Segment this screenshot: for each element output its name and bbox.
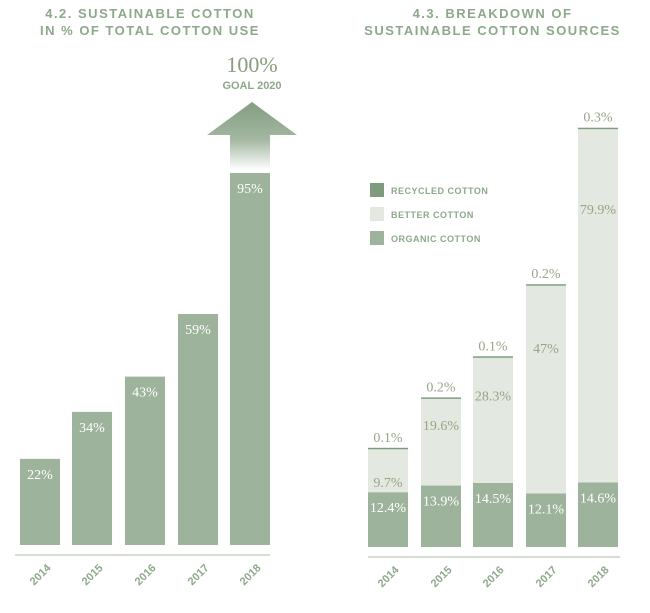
x-tick-label: 2014 bbox=[28, 562, 54, 588]
x-tick-label: 2018 bbox=[586, 564, 612, 590]
better-value-label: 9.7% bbox=[373, 476, 403, 491]
organic-value-label: 12.4% bbox=[370, 501, 407, 516]
bar-value-label: 59% bbox=[185, 323, 211, 338]
better-segment-2018 bbox=[578, 129, 618, 483]
recycled-value-label: 0.2% bbox=[426, 380, 456, 395]
x-tick-label: 2017 bbox=[534, 564, 560, 590]
bar-value-label: 34% bbox=[79, 421, 105, 436]
better-value-label: 19.6% bbox=[423, 419, 460, 434]
bar-value-label: 95% bbox=[237, 182, 263, 197]
bar-2014 bbox=[20, 458, 60, 545]
recycled-value-label: 0.3% bbox=[583, 111, 613, 126]
better-segment-2015 bbox=[421, 398, 461, 486]
title-line: IN % OF TOTAL COTTON USE bbox=[40, 23, 260, 38]
recycled-segment-2016 bbox=[473, 356, 513, 358]
recycled-segment-2015 bbox=[421, 397, 461, 399]
legend-label: ORGANIC COTTON bbox=[391, 234, 481, 244]
organic-segment-2014 bbox=[368, 492, 408, 547]
x-tick-label: 2015 bbox=[429, 564, 455, 590]
better-segment-2016 bbox=[473, 357, 513, 483]
legend-swatch bbox=[370, 231, 384, 245]
x-tick-label: 2015 bbox=[80, 562, 106, 588]
better-value-label: 28.3% bbox=[475, 389, 512, 404]
organic-segment-2015 bbox=[421, 485, 461, 547]
bar-2018 bbox=[230, 173, 270, 545]
x-tick-label: 2017 bbox=[186, 562, 212, 588]
legend-swatch bbox=[370, 207, 384, 221]
better-value-label: 79.9% bbox=[580, 203, 617, 218]
recycled-value-label: 0.1% bbox=[373, 431, 403, 446]
recycled-value-label: 0.1% bbox=[478, 339, 508, 354]
title-line: 4.2. SUSTAINABLE COTTON bbox=[45, 6, 255, 21]
bar-value-label: 43% bbox=[132, 386, 158, 401]
bar-2016 bbox=[125, 376, 165, 545]
x-tick-label: 2018 bbox=[238, 562, 264, 588]
legend-swatch bbox=[370, 183, 384, 197]
goal-arrow-icon bbox=[207, 102, 297, 170]
title-line: SUSTAINABLE COTTON SOURCES bbox=[364, 23, 621, 38]
organic-segment-2016 bbox=[473, 482, 513, 547]
organic-value-label: 12.1% bbox=[528, 503, 565, 518]
goal-value-label: 100% bbox=[226, 52, 277, 77]
x-tick-label: 2016 bbox=[481, 564, 507, 590]
better-value-label: 47% bbox=[533, 342, 559, 357]
organic-segment-2018 bbox=[578, 482, 618, 547]
organic-value-label: 13.9% bbox=[423, 495, 460, 510]
bar-value-label: 22% bbox=[27, 468, 53, 483]
title-line: 4.3. BREAKDOWN OF bbox=[412, 6, 573, 21]
organic-value-label: 14.5% bbox=[475, 492, 512, 507]
x-tick-label: 2014 bbox=[376, 564, 402, 590]
legend-label: RECYCLED COTTON bbox=[391, 186, 488, 196]
better-segment-2014 bbox=[368, 449, 408, 493]
organic-value-label: 14.6% bbox=[580, 491, 617, 506]
bar-2017 bbox=[178, 313, 218, 545]
recycled-segment-2018 bbox=[578, 127, 618, 130]
goal-caption: GOAL 2020 bbox=[222, 80, 281, 92]
organic-segment-2017 bbox=[526, 493, 566, 547]
recycled-segment-2017 bbox=[526, 284, 566, 286]
x-tick-label: 2016 bbox=[133, 562, 159, 588]
better-segment-2017 bbox=[526, 285, 566, 494]
recycled-segment-2014 bbox=[368, 447, 408, 450]
recycled-value-label: 0.2% bbox=[531, 267, 561, 282]
legend-label: BETTER COTTON bbox=[391, 210, 474, 220]
right-chart-title: 4.3. BREAKDOWN OF SUSTAINABLE COTTON SOUR… bbox=[360, 5, 625, 39]
left-chart-title: 4.2. SUSTAINABLE COTTON IN % OF TOTAL COT… bbox=[30, 5, 270, 39]
bar-2015 bbox=[72, 411, 112, 545]
